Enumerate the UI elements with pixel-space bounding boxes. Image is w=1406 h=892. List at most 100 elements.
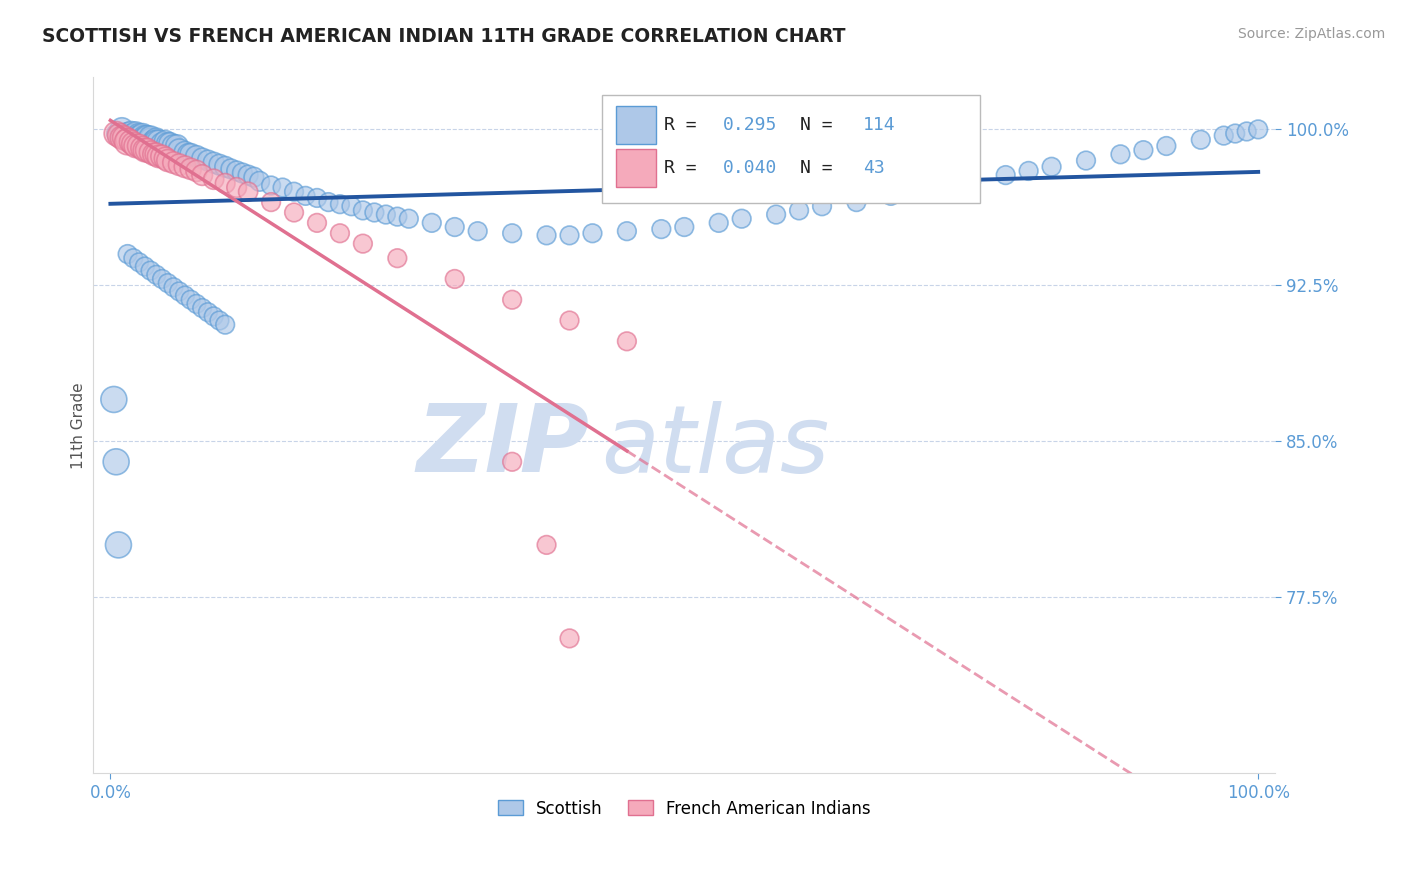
Point: [105, 127, 128, 141]
Point: [1156, 139, 1178, 153]
Point: [117, 247, 139, 261]
Point: [225, 180, 247, 194]
Point: [122, 130, 145, 145]
Point: [845, 195, 868, 210]
Point: [616, 334, 638, 349]
Point: [387, 251, 409, 265]
Point: [225, 164, 247, 178]
Point: [124, 139, 146, 153]
Text: Source: ZipAtlas.com: Source: ZipAtlas.com: [1237, 27, 1385, 41]
Point: [120, 127, 142, 141]
Point: [880, 189, 903, 203]
Point: [145, 133, 167, 147]
Text: SCOTTISH VS FRENCH AMERICAN INDIAN 11TH GRADE CORRELATION CHART: SCOTTISH VS FRENCH AMERICAN INDIAN 11TH …: [42, 27, 845, 45]
Point: [197, 305, 219, 319]
Point: [616, 224, 638, 238]
Point: [443, 220, 465, 235]
Point: [145, 268, 167, 282]
Point: [191, 301, 214, 315]
Point: [398, 211, 420, 226]
Point: [169, 285, 191, 299]
Text: ZIP: ZIP: [416, 401, 589, 492]
Point: [536, 228, 558, 243]
Point: [108, 128, 131, 143]
Point: [124, 130, 146, 145]
Point: [150, 149, 173, 163]
Point: [122, 251, 145, 265]
Point: [162, 155, 184, 169]
Legend: Scottish, French American Indians: Scottish, French American Indians: [491, 793, 877, 824]
Point: [271, 180, 294, 194]
Point: [1225, 127, 1247, 141]
Point: [1212, 128, 1234, 143]
Point: [143, 135, 166, 149]
Point: [131, 141, 153, 155]
Point: [387, 210, 409, 224]
Point: [148, 149, 170, 163]
Point: [1236, 124, 1258, 138]
Text: 114: 114: [863, 116, 896, 134]
FancyBboxPatch shape: [616, 149, 657, 186]
Point: [1109, 147, 1132, 161]
Point: [166, 139, 188, 153]
Point: [155, 152, 177, 166]
Point: [177, 147, 200, 161]
Text: R =: R =: [664, 116, 707, 134]
Point: [186, 164, 208, 178]
Point: [501, 455, 523, 469]
Point: [136, 130, 159, 145]
Point: [128, 130, 150, 145]
Point: [787, 203, 810, 218]
Point: [197, 153, 219, 168]
Point: [283, 185, 305, 199]
Point: [128, 128, 150, 143]
Point: [191, 168, 214, 182]
Point: [120, 135, 142, 149]
Point: [174, 145, 197, 160]
Point: [329, 227, 352, 241]
Point: [960, 174, 983, 188]
Point: [707, 216, 730, 230]
FancyBboxPatch shape: [602, 95, 980, 202]
Point: [214, 160, 236, 174]
Point: [208, 313, 231, 327]
Point: [202, 310, 225, 324]
Point: [180, 293, 202, 307]
Point: [112, 130, 135, 145]
Point: [731, 211, 754, 226]
Point: [112, 127, 135, 141]
Point: [122, 136, 145, 151]
Point: [214, 318, 236, 332]
Point: [105, 455, 128, 469]
Point: [1189, 133, 1212, 147]
Point: [169, 158, 191, 172]
Point: [162, 139, 184, 153]
Point: [134, 260, 156, 274]
Point: [903, 185, 925, 199]
Point: [139, 133, 162, 147]
Point: [145, 147, 167, 161]
Point: [765, 208, 787, 222]
Point: [134, 133, 156, 147]
Point: [420, 216, 443, 230]
Point: [143, 147, 166, 161]
Point: [558, 313, 581, 327]
Point: [180, 147, 202, 161]
Point: [117, 133, 139, 147]
Point: [105, 127, 128, 141]
Point: [294, 189, 316, 203]
Point: [159, 136, 181, 151]
Point: [202, 155, 225, 169]
Point: [107, 538, 129, 552]
Point: [1018, 164, 1040, 178]
Point: [249, 174, 271, 188]
Point: [1132, 143, 1154, 157]
Point: [156, 276, 179, 290]
Point: [340, 199, 363, 213]
Point: [114, 127, 136, 141]
Point: [124, 127, 146, 141]
Point: [219, 161, 242, 176]
Point: [186, 297, 208, 311]
Text: R =: R =: [664, 159, 707, 177]
Point: [118, 128, 141, 143]
